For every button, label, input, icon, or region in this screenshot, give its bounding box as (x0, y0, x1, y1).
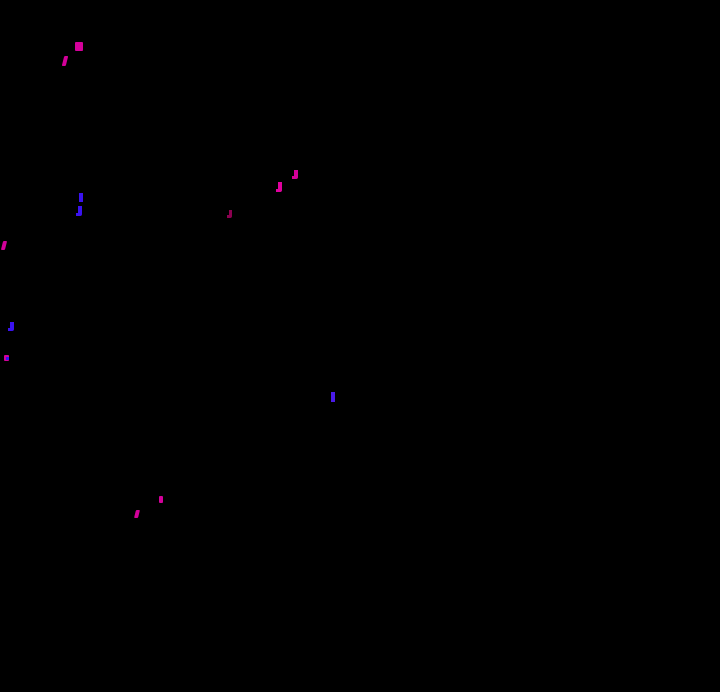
glyph-fragment-magenta-dot-upper (159, 496, 163, 503)
glyph-fragment-magenta-blob (75, 42, 83, 51)
glyph-fragment-dark-magenta-hook (227, 210, 232, 218)
glyph-fragment-magenta-edge-left (0, 241, 8, 250)
glyph-fragment-magenta-hook-lower (276, 182, 282, 192)
glyph-fragment-blue-violet-bar (331, 392, 335, 402)
glyph-fragment-blue-edge-left (8, 322, 14, 331)
glyph-fragment-magenta-dot-lower (134, 510, 140, 518)
glyph-fragment-blue-bar (79, 193, 83, 202)
glyph-fragment-blue-hook (76, 206, 82, 216)
glyph-fragment-magenta-hook-upper (292, 170, 298, 179)
glyph-fragment-magenta-blue-pair (4, 355, 9, 361)
glyph-fragment-magenta-slash (61, 56, 69, 66)
